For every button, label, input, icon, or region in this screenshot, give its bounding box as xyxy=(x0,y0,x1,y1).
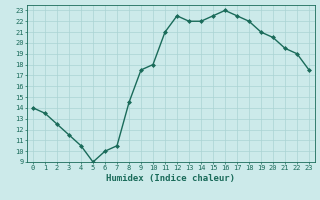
X-axis label: Humidex (Indice chaleur): Humidex (Indice chaleur) xyxy=(107,174,236,183)
